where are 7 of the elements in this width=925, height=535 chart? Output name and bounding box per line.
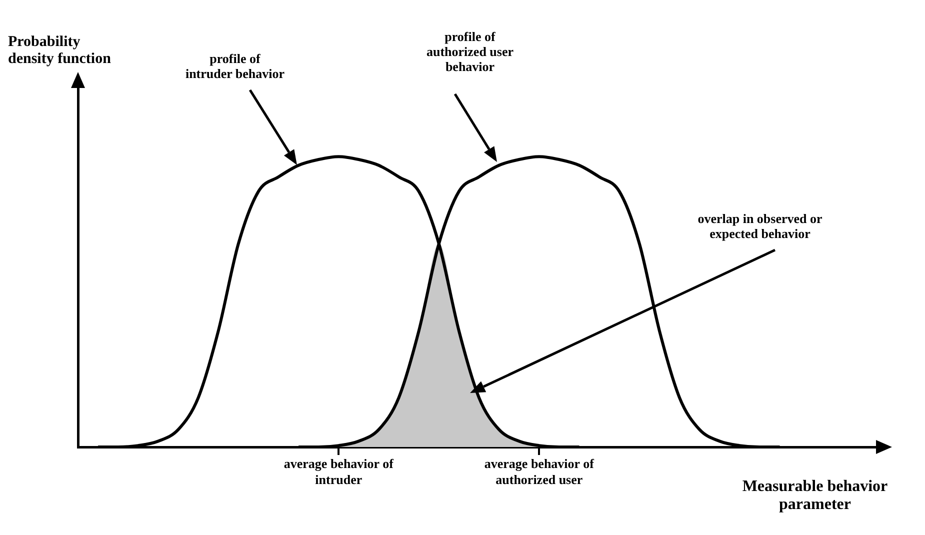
annotation: overlap in observed or expected behavior [696,211,824,242]
x-tick-label: average behavior of intruder [284,456,394,487]
text: profile of intruder behavior [185,51,285,82]
x-tick-label: average behavior of authorized user [484,456,595,487]
x-axis-title: Measurable behavior parameter [741,478,889,515]
text: Probability density function [8,34,112,68]
text: profile of authorized user behavior [425,29,515,75]
